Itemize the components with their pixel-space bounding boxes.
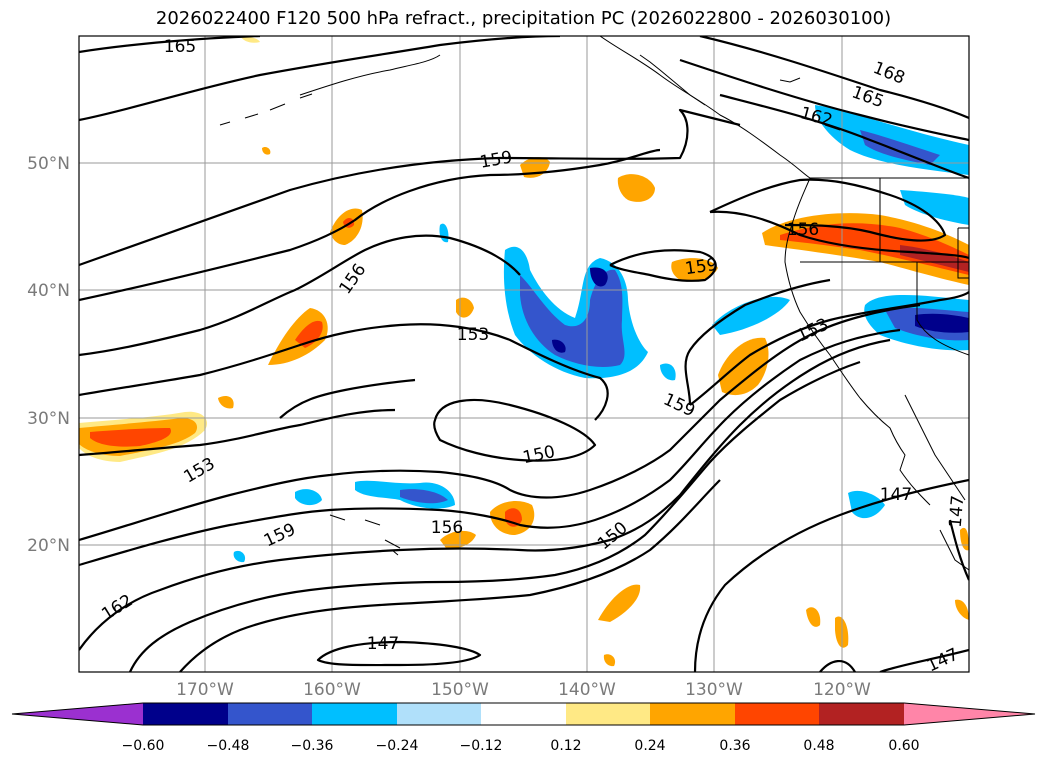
colorbar-extend-low — [12, 703, 143, 725]
lon-label: 160°W — [303, 680, 361, 700]
colorbar-segment — [566, 703, 650, 725]
contour-label: 162 — [98, 591, 136, 625]
longitude-labels: 170°W 160°W 150°W 140°W 130°W 120°W — [176, 680, 871, 700]
contour-label: 165 — [164, 37, 196, 57]
contour-label: 156 — [787, 220, 819, 240]
colorbar-tick: −0.48 — [207, 738, 250, 754]
colorbar-outline — [11, 702, 1036, 726]
colorbar-extend-high — [904, 703, 1035, 725]
contours — [79, 36, 969, 672]
map-area: 165 168 165 162 159 156 156 159 153 153 … — [79, 36, 969, 672]
colorbar-tick: −0.12 — [460, 738, 503, 754]
colorbar-tick: −0.36 — [291, 738, 334, 754]
latitude-labels: 50°N 40°N 30°N 20°N — [27, 154, 70, 556]
lon-label: 140°W — [558, 680, 616, 700]
lon-label: 150°W — [431, 680, 489, 700]
lon-label: 130°W — [685, 680, 743, 700]
contour-label: 150 — [521, 442, 557, 468]
lat-label: 50°N — [27, 154, 70, 174]
lat-label: 30°N — [27, 409, 70, 429]
colorbar-segment — [397, 703, 481, 725]
map-title: 2026022400 F120 500 hPa refract., precip… — [155, 8, 892, 29]
lon-label: 170°W — [176, 680, 234, 700]
lat-label: 40°N — [27, 281, 70, 301]
colorbar-tick: 0.60 — [888, 738, 919, 754]
contour-label: 165 — [849, 82, 886, 112]
colorbar-tick: 0.24 — [634, 738, 665, 754]
contour-label: 159 — [660, 390, 698, 422]
colorbar: −0.60 −0.48 −0.36 −0.24 −0.12 0.12 0.24 … — [11, 702, 1036, 754]
coastlines — [219, 36, 969, 571]
colorbar-segment — [650, 703, 735, 725]
contour-label: 147 — [367, 634, 399, 654]
colorbar-ticks: −0.60 −0.48 −0.36 −0.24 −0.12 0.12 0.24 … — [122, 738, 920, 754]
colorbar-segment — [735, 703, 819, 725]
colorbar-segment — [312, 703, 397, 725]
contour-label: 147 — [946, 495, 969, 529]
contour-label: 153 — [794, 315, 832, 347]
lon-label: 120°W — [813, 680, 871, 700]
colorbar-tick: 0.36 — [719, 738, 750, 754]
contour-label: 156 — [431, 518, 463, 538]
contour-label: 159 — [478, 147, 513, 172]
contour-label: 153 — [180, 454, 218, 488]
colorbar-tick: 0.12 — [550, 738, 581, 754]
contour-label: 159 — [261, 520, 299, 552]
map-frame — [78, 35, 970, 673]
colorbar-segment — [481, 703, 566, 725]
contour-label: 153 — [457, 325, 489, 345]
contour-label: 159 — [684, 255, 719, 279]
contour-label: 168 — [870, 58, 908, 89]
colorbar-tick: −0.24 — [376, 738, 419, 754]
colorbar-tick: 0.48 — [803, 738, 834, 754]
colorbar-segment — [819, 703, 904, 725]
colorbar-tick: −0.60 — [122, 738, 165, 754]
contour-label: 156 — [335, 260, 370, 298]
colorbar-segment — [143, 703, 228, 725]
lat-label: 20°N — [27, 536, 70, 556]
contour-label: 147 — [880, 485, 912, 505]
colorbar-segment — [228, 703, 312, 725]
precip-fill — [79, 36, 969, 667]
